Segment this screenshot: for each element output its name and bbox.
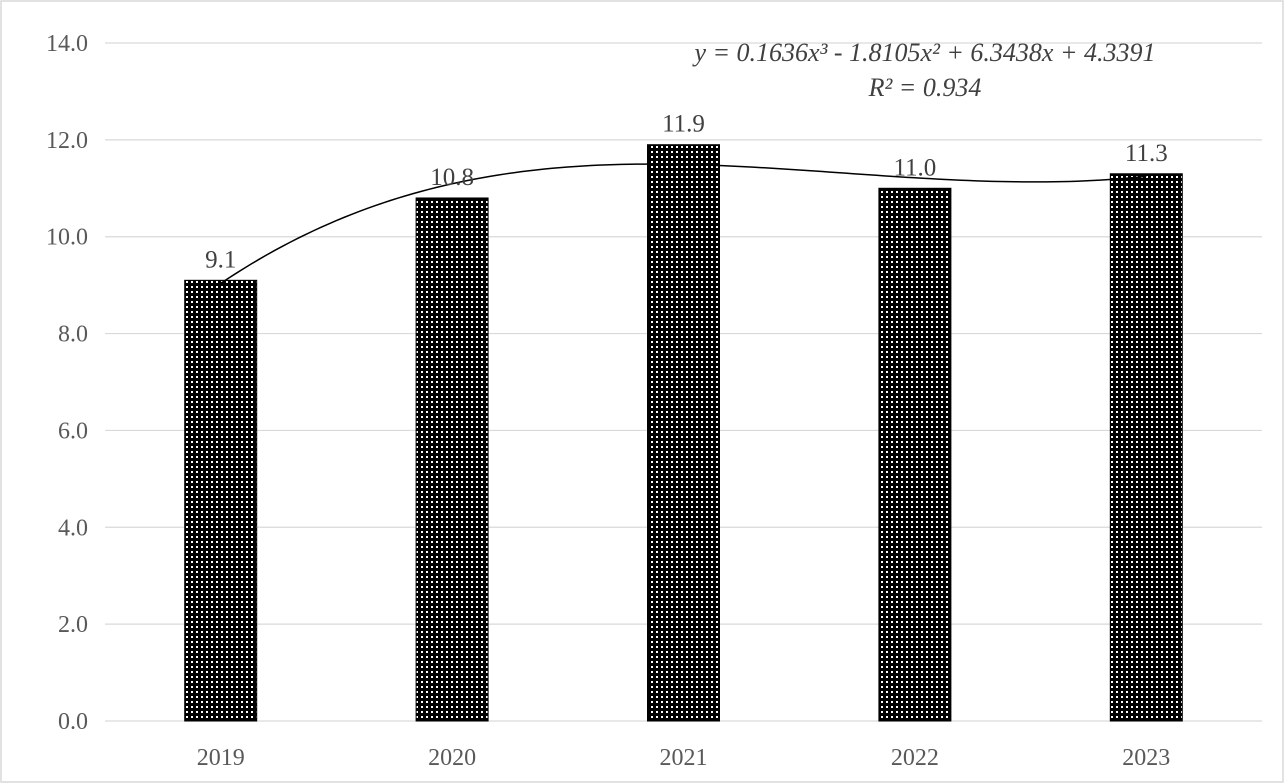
polynomial-trendline — [220, 163, 1147, 285]
bar-2019 — [184, 279, 258, 722]
bar-2020 — [415, 197, 489, 722]
y-tick-label: 2.0 — [58, 612, 88, 638]
y-tick-label: 0.0 — [58, 709, 88, 735]
y-tick-label: 6.0 — [58, 418, 88, 444]
y-tick-label: 14.0 — [46, 31, 88, 57]
bar-2021 — [647, 144, 720, 722]
data-label: 11.9 — [662, 111, 705, 138]
bar-2022 — [878, 187, 952, 722]
x-tick-label: 2021 — [660, 745, 708, 771]
y-tick-label: 12.0 — [46, 128, 88, 154]
x-tick-label: 2020 — [428, 745, 476, 771]
data-label: 9.1 — [205, 246, 236, 273]
data-label: 11.3 — [1125, 140, 1168, 167]
bar-2023 — [1109, 173, 1183, 722]
trendline-equation: y = 0.1636x³ - 1.8105x² + 6.3438x + 4.33… — [691, 38, 1155, 67]
y-tick-label: 10.0 — [46, 225, 88, 251]
data-label: 11.0 — [893, 154, 936, 181]
x-tick-label: 2023 — [1122, 745, 1170, 771]
x-tick-label: 2022 — [891, 745, 939, 771]
x-tick-label: 2019 — [197, 745, 245, 771]
y-tick-label: 8.0 — [58, 322, 88, 348]
data-label: 10.8 — [430, 164, 474, 191]
trendline-r-squared: R² = 0.934 — [868, 73, 982, 102]
y-tick-label: 4.0 — [58, 515, 88, 541]
